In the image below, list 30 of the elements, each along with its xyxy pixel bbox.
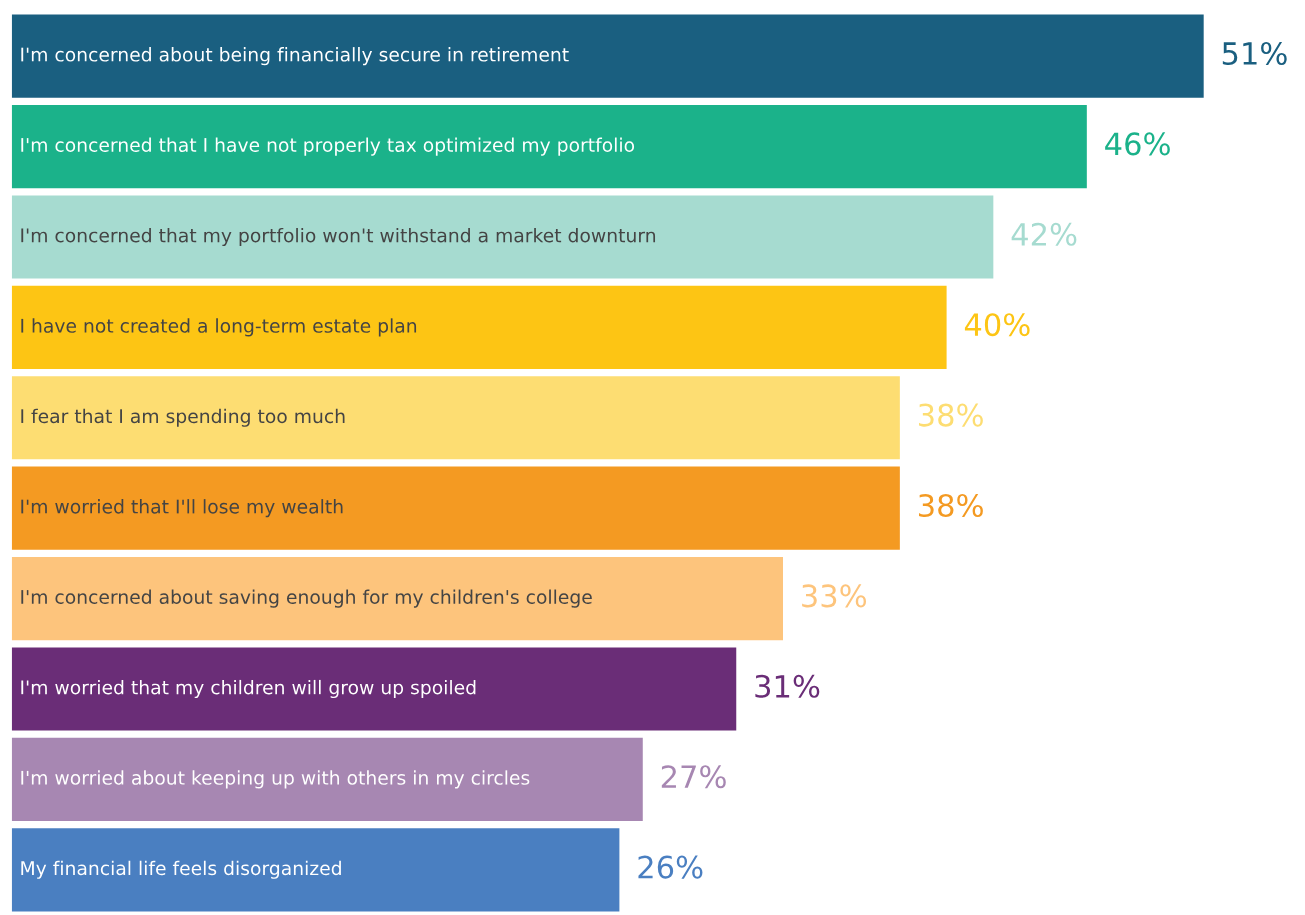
y-tick-label: I'm concerned about saving enough for my children's college <box>21 589 592 608</box>
y-tick-label: I'm concerned that I have not properly tax optimized my portfolio <box>21 137 635 156</box>
bar <box>11 557 783 641</box>
y-tick-label: I'm concerned about being financially secure in retirement <box>21 47 569 66</box>
data-label: 31% <box>755 674 820 698</box>
data-label: 38% <box>919 403 983 427</box>
bar <box>11 105 1087 189</box>
bar <box>11 376 900 460</box>
y-tick-label: I'm worried that my children will grow up spoiled <box>21 679 476 699</box>
y-tick-label: I'm worried about keeping up with others in my circles <box>21 770 530 789</box>
data-label: 38% <box>919 493 983 518</box>
bar <box>11 14 1204 98</box>
y-tick-label: I fear that I am spending too much <box>21 408 345 427</box>
y-tick-label: I have not created a long-term estate plan <box>21 318 417 337</box>
bar <box>11 647 737 731</box>
bar <box>11 466 900 550</box>
data-label: 26% <box>638 855 703 879</box>
data-label: 51% <box>1222 41 1287 66</box>
data-label: 40% <box>964 313 1030 337</box>
bar <box>11 285 947 369</box>
bar <box>11 195 994 279</box>
y-tick-label: I'm worried that I'll lose my wealth <box>21 499 343 518</box>
y-tick-label: I'm concerned that my portfolio won't withstand a market downturn <box>21 227 656 247</box>
data-label: 42% <box>1011 222 1077 246</box>
data-label: 33% <box>802 584 867 608</box>
bar <box>11 737 643 821</box>
data-label: 46% <box>1105 132 1170 156</box>
data-label: 27% <box>661 765 726 789</box>
y-tick-label: My financial life feels disorganized <box>21 860 341 879</box>
bar <box>11 828 620 912</box>
